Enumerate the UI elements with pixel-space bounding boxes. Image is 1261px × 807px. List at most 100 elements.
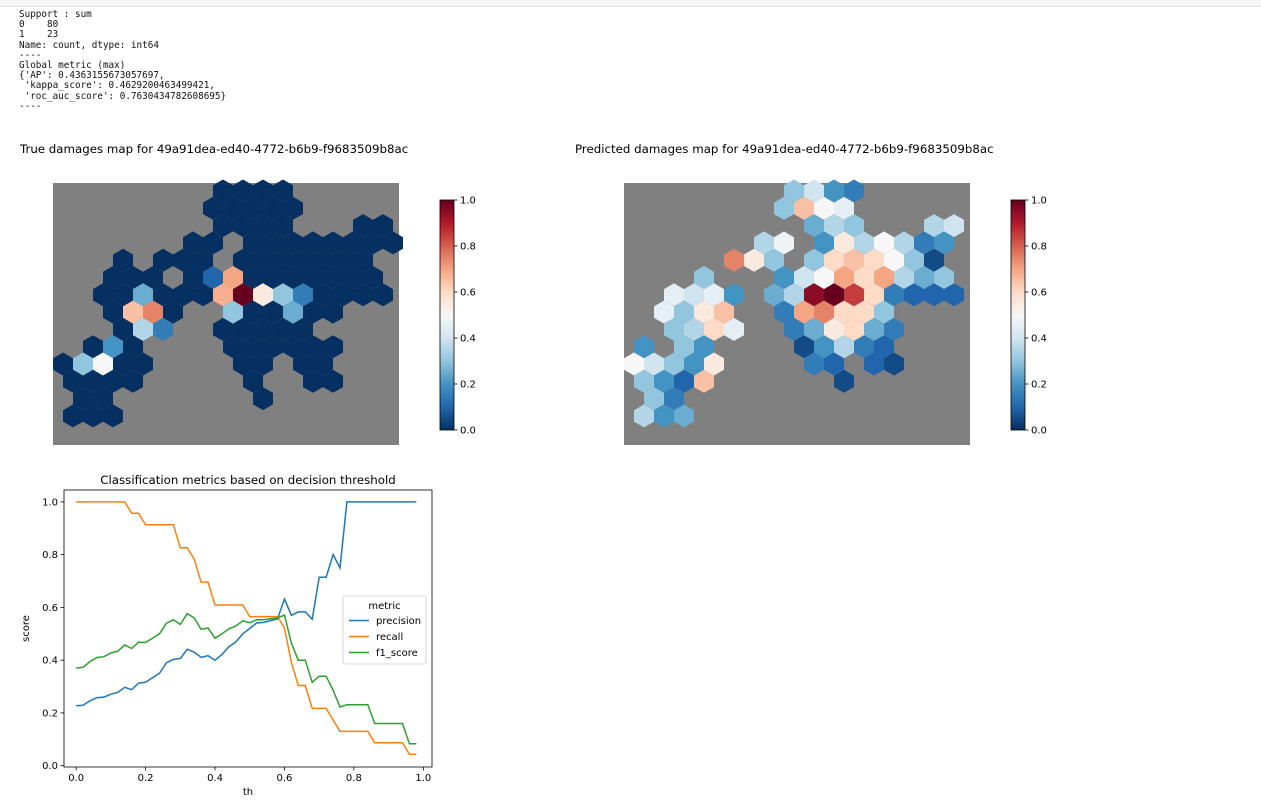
hex-cell — [864, 352, 884, 376]
hex-cell — [724, 248, 744, 272]
hex-cell — [784, 283, 804, 307]
hex-cell — [654, 404, 674, 428]
hex-cell — [313, 248, 333, 272]
hex-cell — [804, 317, 824, 341]
hex-cell — [944, 214, 964, 238]
hex-cell — [283, 335, 303, 359]
hex-cell — [253, 387, 273, 411]
hex-cell — [814, 300, 834, 324]
hex-cell — [63, 369, 83, 393]
hex-cell — [674, 335, 694, 359]
x-tick-label: 0.6 — [276, 773, 292, 784]
hex-cell — [203, 231, 223, 255]
hex-cell — [323, 335, 343, 359]
hex-cell — [664, 352, 684, 376]
hex-cell — [353, 248, 373, 272]
hex-cell — [774, 196, 794, 220]
hex-cell — [754, 231, 774, 255]
hex-cell — [844, 214, 864, 238]
hex-cell — [253, 179, 273, 203]
colorbar-gradient — [1010, 199, 1026, 431]
hex-cell — [764, 248, 784, 272]
x-tick-label: 0.0 — [68, 773, 84, 784]
hex-cell — [303, 231, 323, 255]
hex-cell — [904, 283, 924, 307]
hex-cell — [293, 248, 313, 272]
cell-text-output[interactable]: Support : sum 0 80 1 23 Name: count, dtype:… — [19, 9, 227, 112]
hex-cell — [313, 352, 333, 376]
hex-cell — [283, 196, 303, 220]
hex-cell — [243, 335, 263, 359]
hex-cell — [123, 335, 143, 359]
hex-cell — [243, 369, 263, 393]
output-line: 'roc_auc_score': 0.7630434782608695} — [19, 90, 227, 102]
hex-cell — [353, 214, 373, 238]
hex-cell — [814, 231, 834, 255]
hex-cell — [784, 179, 804, 203]
hex-cell — [63, 404, 83, 428]
hex-cell — [303, 369, 323, 393]
hex-cell — [884, 283, 904, 307]
hex-cell — [293, 317, 313, 341]
output-line: 'kappa_score': 0.4629200463499421, — [19, 80, 215, 92]
hex-cell — [824, 283, 844, 307]
legend-box — [342, 595, 427, 665]
output-line: {'AP': 0.4363155673057697, — [19, 70, 165, 82]
hex-cell — [704, 352, 724, 376]
hex-cell — [203, 196, 223, 220]
hex-cell — [744, 248, 764, 272]
hex-cell — [834, 369, 854, 393]
hex-cell — [904, 248, 924, 272]
notebook-cell-top-border — [0, 0, 1261, 7]
hex-cell — [934, 231, 954, 255]
hex-cell — [844, 283, 864, 307]
hex-cell — [814, 196, 834, 220]
colorbar-tick-label: 0.0 — [460, 426, 476, 437]
hex-cell — [824, 214, 844, 238]
hex-cell — [283, 300, 303, 324]
hex-cell — [103, 404, 123, 428]
hex-cell — [854, 231, 874, 255]
hex-cell — [153, 283, 173, 307]
hex-cell — [273, 179, 293, 203]
hex-cell — [303, 266, 323, 289]
hex-cell — [644, 387, 664, 411]
hex-cell — [113, 248, 133, 272]
hex-cell — [704, 283, 724, 307]
hex-cell — [764, 283, 784, 307]
true-damages-map — [53, 179, 403, 445]
legend-label: precision — [376, 616, 421, 627]
colorbar-tick-label: 1.0 — [460, 196, 476, 207]
hex-cell — [113, 283, 133, 307]
hex-cell — [684, 317, 704, 341]
x-axis-label: th — [243, 787, 253, 798]
hex-cell — [363, 266, 383, 289]
hex-cell — [93, 387, 113, 411]
series-line-f1-score — [76, 612, 417, 745]
hex-cell — [854, 266, 874, 289]
hex-cell — [323, 266, 343, 289]
output-line: Support : sum — [19, 9, 92, 20]
x-tick-label: 0.8 — [346, 773, 362, 784]
hex-cell — [213, 214, 233, 238]
hex-cell — [253, 283, 273, 307]
hex-cell — [804, 248, 824, 272]
colorbar-gradient — [439, 199, 455, 431]
hex-cell — [794, 335, 814, 359]
hex-cell — [83, 335, 103, 359]
hex-cell — [724, 317, 744, 341]
hex-cell — [644, 352, 664, 376]
hex-cell — [814, 266, 834, 289]
hex-cell — [624, 352, 644, 376]
hex-cell — [834, 231, 854, 255]
hex-cell — [914, 266, 934, 289]
hex-cell — [233, 352, 253, 376]
hex-cell — [253, 248, 273, 272]
hex-cell — [143, 266, 163, 289]
hex-cell — [343, 266, 363, 289]
y-tick-label: 0.0 — [42, 761, 58, 772]
hex-cell — [93, 352, 113, 376]
hex-cell — [774, 231, 794, 255]
predicted-map-colorbar: 1.0 0.8 0.6 0.4 0.2 0.0 — [1010, 196, 1047, 437]
hex-cell — [944, 283, 964, 307]
